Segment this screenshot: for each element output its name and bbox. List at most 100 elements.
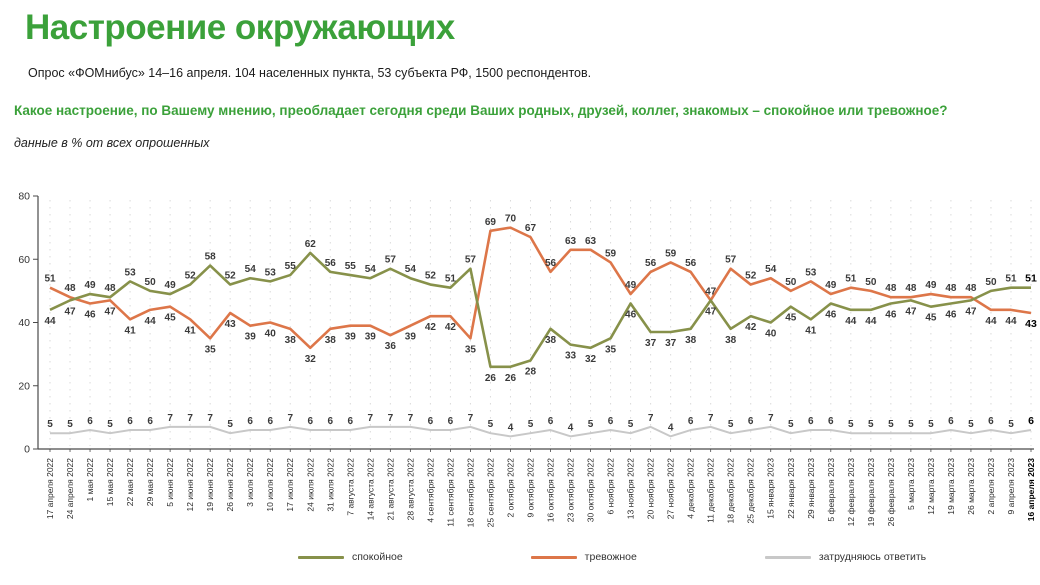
calm-value-label: 37: [645, 338, 657, 349]
date-label: 2 апреля 2023: [986, 458, 996, 515]
y-tick-label: 40: [18, 317, 30, 329]
dk-value-label: 7: [768, 413, 774, 424]
anxious-series-line: [49, 226, 1032, 350]
calm-value-label: 32: [585, 354, 597, 365]
date-label: 24 июля 2022: [305, 458, 315, 512]
date-label: 11 декабря 2022: [706, 458, 716, 523]
legend-item-calm: спокойное: [298, 551, 403, 563]
anxious-value-label: 56: [545, 258, 557, 269]
anxious-value-label: 44: [985, 316, 997, 327]
date-label: 16 апреля 2023: [1026, 458, 1036, 521]
y-tick-label: 60: [18, 254, 30, 266]
date-label: 18 сентября 2022: [465, 458, 475, 528]
calm-value-label: 48: [104, 283, 116, 294]
date-label: 5 июня 2022: [165, 458, 175, 507]
date-label: 13 ноября 2022: [626, 458, 636, 519]
calm-value-label: 49: [165, 280, 177, 291]
date-label: 17 июля 2022: [285, 458, 295, 512]
date-label: 14 августа 2022: [365, 458, 375, 521]
dk-value-label: 6: [428, 416, 434, 427]
dk-value-label: 5: [488, 419, 494, 430]
calm-value-label: 45: [925, 313, 937, 324]
calm-value-label: 56: [325, 258, 337, 269]
dk-value-label: 5: [227, 419, 233, 430]
mood-line-chart: 0204060804451547485494664847553416504464…: [18, 191, 1037, 528]
dk-value-label: 5: [107, 419, 113, 430]
dk-value-label: 6: [988, 416, 994, 427]
calm-value-label: 44: [865, 316, 877, 327]
dk-value-label: 7: [207, 413, 213, 424]
anxious-value-label: 36: [385, 341, 397, 352]
anxious-value-label: 59: [665, 248, 677, 259]
dk-value-label: 5: [868, 419, 874, 430]
calm-value-label: 45: [785, 313, 797, 324]
date-label: 28 августа 2022: [405, 458, 415, 521]
dk-value-label: 5: [628, 419, 634, 430]
date-label: 25 декабря 2022: [746, 458, 756, 524]
date-label: 22 января 2023: [786, 458, 796, 519]
dk-value-label: 6: [948, 416, 954, 427]
date-label: 24 апреля 2022: [65, 458, 75, 519]
date-label: 15 января 2023: [766, 458, 776, 519]
calm-value-label: 46: [625, 310, 637, 321]
anxious-value-label: 63: [585, 236, 597, 247]
anxious-value-label: 54: [765, 264, 777, 275]
anxious-value-label: 39: [365, 332, 377, 343]
dk-value-label: 4: [508, 422, 514, 433]
date-label: 25 сентября 2022: [485, 458, 495, 528]
date-label: 20 ноября 2022: [646, 458, 656, 519]
calm-value-label: 38: [545, 335, 557, 346]
calm-value-label: 33: [565, 351, 577, 362]
date-label: 23 октября 2022: [566, 458, 576, 523]
anxious-value-label: 45: [165, 313, 177, 324]
anxious-value-label: 40: [265, 329, 277, 340]
anxious-value-label: 47: [104, 306, 116, 317]
date-label: 29 января 2023: [806, 458, 816, 519]
dk-value-label: 6: [247, 416, 253, 427]
dk-value-label: 5: [528, 419, 534, 430]
calm-value-label: 47: [965, 306, 977, 317]
dk-value-label: 6: [127, 416, 133, 427]
calm-value-label: 38: [685, 335, 697, 346]
date-label: 2 октября 2022: [505, 458, 515, 518]
dk-value-label: 5: [47, 419, 53, 430]
anxious-value-label: 49: [825, 280, 837, 291]
calm-value-label: 54: [365, 264, 377, 275]
date-label: 29 мая 2022: [145, 458, 155, 507]
dk-value-label: 6: [328, 416, 334, 427]
anxious-value-label: 48: [885, 283, 897, 294]
calm-value-label: 41: [805, 325, 817, 336]
dk-value-label: 7: [368, 413, 374, 424]
date-label: 30 октября 2022: [586, 458, 596, 523]
anxious-value-label: 69: [485, 217, 497, 228]
calm-value-label: 47: [905, 306, 917, 317]
calm-value-label: 42: [745, 322, 757, 333]
data-note: данные в % от всех опрошенных: [14, 136, 210, 150]
dk-value-label: 7: [468, 413, 474, 424]
anxious-value-label: 50: [785, 277, 797, 288]
calm-value-label: 51: [1025, 273, 1037, 285]
calm-value-label: 38: [725, 335, 737, 346]
anxious-value-label: 51: [44, 274, 56, 285]
y-tick-label: 20: [18, 380, 30, 392]
dk-value-label: 6: [307, 416, 313, 427]
date-label: 7 августа 2022: [345, 458, 355, 516]
dk-value-label: 6: [828, 416, 834, 427]
calm-value-label: 58: [205, 252, 217, 263]
date-label: 11 сентября 2022: [445, 458, 455, 527]
anxious-value-label: 49: [925, 280, 937, 291]
chart-legend: спокойное тревожное затрудняюсь ответить: [298, 551, 926, 563]
calm-value-label: 52: [425, 271, 437, 282]
date-label: 10 июля 2022: [265, 458, 275, 512]
dk-value-label: 5: [588, 419, 594, 430]
anxious-value-label: 46: [84, 310, 96, 321]
calm-value-label: 62: [305, 239, 317, 250]
calm-value-label: 53: [265, 267, 277, 278]
date-label: 27 ноября 2022: [666, 458, 676, 519]
date-label: 3 июля 2022: [245, 458, 255, 507]
dk-value-label: 7: [708, 413, 714, 424]
date-label: 5 февраля 2023: [826, 458, 836, 522]
dk-value-label: 5: [1008, 419, 1014, 430]
anxious-value-label: 43: [225, 319, 237, 330]
